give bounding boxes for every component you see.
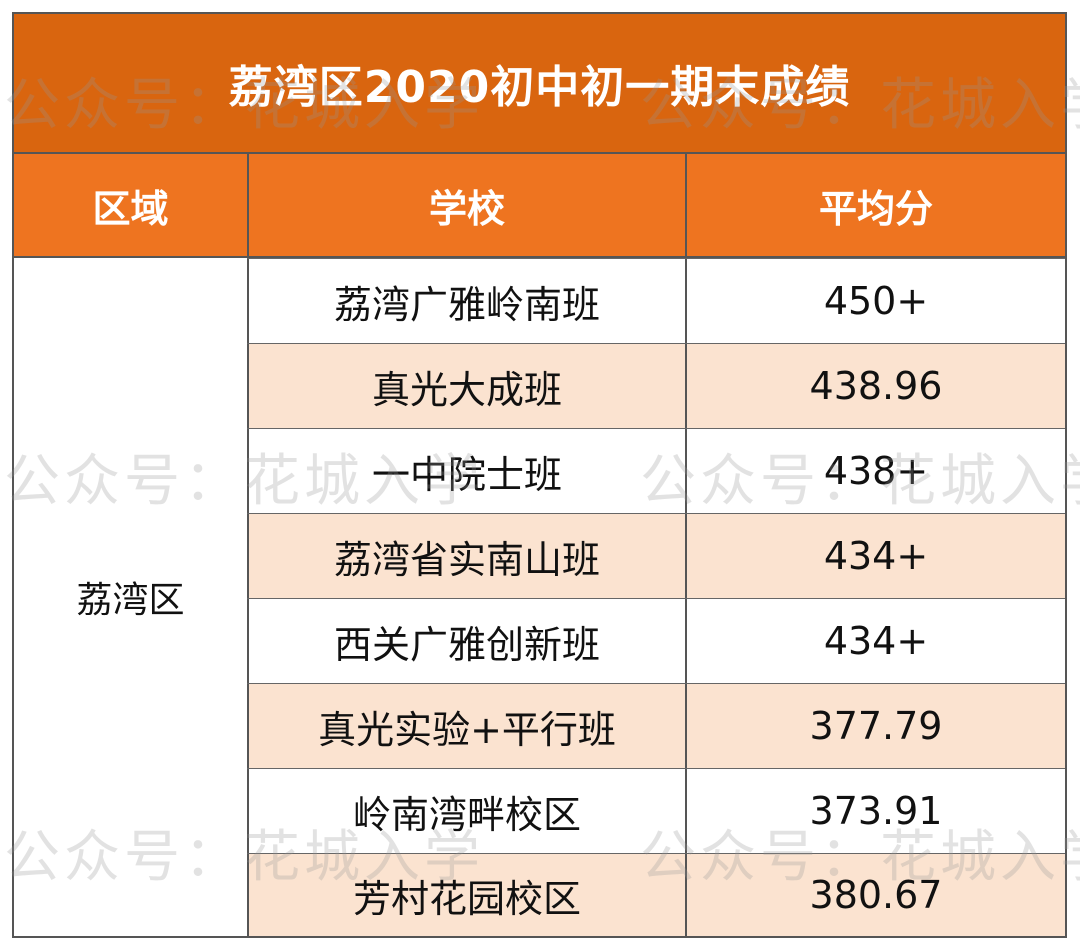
table-row: 荔湾省实南山班 434+: [247, 513, 1065, 598]
school-cell: 真光大成班: [247, 344, 685, 428]
header-region: 区域: [14, 154, 247, 258]
table-row: 真光实验+平行班 377.79: [247, 683, 1065, 768]
region-cell: 荔湾区: [14, 258, 247, 936]
score-cell: 450+: [685, 259, 1065, 343]
school-cell: 真光实验+平行班: [247, 684, 685, 768]
header-school: 学校: [247, 154, 685, 258]
table-row: 真光大成班 438.96: [247, 343, 1065, 428]
score-cell: 377.79: [685, 684, 1065, 768]
table-row: 荔湾广雅岭南班 450+: [247, 258, 1065, 343]
table-title: 荔湾区2020初中初一期末成绩: [14, 14, 1065, 154]
school-cell: 西关广雅创新班: [247, 599, 685, 683]
score-cell: 380.67: [685, 854, 1065, 936]
score-cell: 438+: [685, 429, 1065, 513]
score-cell: 434+: [685, 599, 1065, 683]
table-row: 芳村花园校区 380.67: [247, 853, 1065, 936]
score-cell: 438.96: [685, 344, 1065, 428]
school-cell: 芳村花园校区: [247, 854, 685, 936]
header-score: 平均分: [685, 154, 1065, 258]
school-cell: 一中院士班: [247, 429, 685, 513]
school-cell: 荔湾省实南山班: [247, 514, 685, 598]
table-row: 西关广雅创新班 434+: [247, 598, 1065, 683]
score-table: 荔湾区2020初中初一期末成绩 区域 学校 平均分 荔湾区 荔湾广雅岭南班 45…: [12, 12, 1067, 938]
score-cell: 434+: [685, 514, 1065, 598]
school-cell: 荔湾广雅岭南班: [247, 259, 685, 343]
score-cell: 373.91: [685, 769, 1065, 853]
table-row: 岭南湾畔校区 373.91: [247, 768, 1065, 853]
school-cell: 岭南湾畔校区: [247, 769, 685, 853]
table-row: 一中院士班 438+: [247, 428, 1065, 513]
